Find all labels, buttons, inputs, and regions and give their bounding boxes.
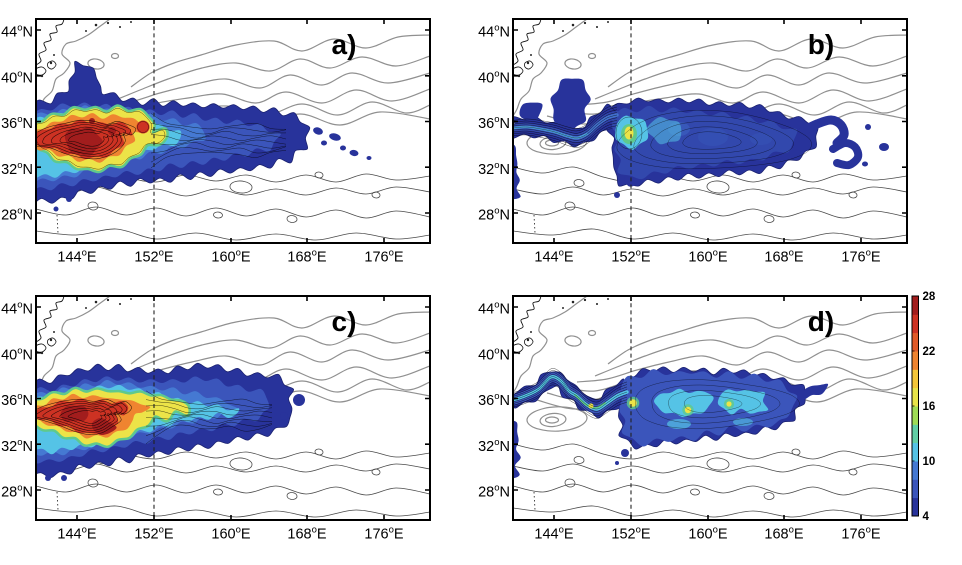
svg-text:160oE: 160oE bbox=[688, 248, 728, 266]
svg-text:44oN: 44oN bbox=[1, 300, 33, 318]
svg-text:168oE: 168oE bbox=[287, 525, 327, 543]
svg-text:28oN: 28oN bbox=[1, 206, 33, 224]
svg-text:144oE: 144oE bbox=[57, 525, 97, 543]
svg-text:176oE: 176oE bbox=[841, 525, 881, 543]
svg-text:144oE: 144oE bbox=[534, 525, 574, 543]
svg-text:22: 22 bbox=[923, 346, 936, 358]
svg-text:40oN: 40oN bbox=[478, 345, 510, 363]
svg-text:32oN: 32oN bbox=[1, 437, 33, 455]
svg-text:32oN: 32oN bbox=[478, 437, 510, 455]
svg-text:a): a) bbox=[332, 29, 357, 60]
svg-text:32oN: 32oN bbox=[1, 160, 33, 178]
svg-text:144oE: 144oE bbox=[57, 248, 97, 266]
svg-text:16: 16 bbox=[923, 401, 936, 413]
svg-text:40oN: 40oN bbox=[1, 68, 33, 86]
svg-text:144oE: 144oE bbox=[534, 248, 574, 266]
svg-text:176oE: 176oE bbox=[841, 248, 881, 266]
svg-text:40oN: 40oN bbox=[1, 345, 33, 363]
svg-text:152oE: 152oE bbox=[611, 248, 651, 266]
svg-text:28: 28 bbox=[923, 291, 936, 303]
svg-text:152oE: 152oE bbox=[134, 248, 174, 266]
svg-text:c): c) bbox=[332, 306, 357, 337]
svg-text:44oN: 44oN bbox=[478, 23, 510, 41]
svg-text:4: 4 bbox=[923, 511, 930, 523]
svg-text:d): d) bbox=[808, 306, 834, 337]
svg-text:160oE: 160oE bbox=[211, 525, 251, 543]
svg-text:28oN: 28oN bbox=[478, 483, 510, 501]
svg-text:168oE: 168oE bbox=[287, 248, 327, 266]
svg-text:152oE: 152oE bbox=[134, 525, 174, 543]
svg-text:36oN: 36oN bbox=[1, 391, 33, 409]
svg-text:168oE: 168oE bbox=[764, 248, 804, 266]
svg-text:44oN: 44oN bbox=[1, 23, 33, 41]
svg-text:40oN: 40oN bbox=[478, 68, 510, 86]
svg-text:28oN: 28oN bbox=[478, 206, 510, 224]
svg-text:b): b) bbox=[808, 29, 834, 60]
svg-text:168oE: 168oE bbox=[764, 525, 804, 543]
svg-text:10: 10 bbox=[923, 456, 936, 468]
svg-text:36oN: 36oN bbox=[1, 114, 33, 132]
svg-text:36oN: 36oN bbox=[478, 114, 510, 132]
svg-text:28oN: 28oN bbox=[1, 483, 33, 501]
svg-text:176oE: 176oE bbox=[364, 248, 404, 266]
svg-text:152oE: 152oE bbox=[611, 525, 651, 543]
svg-text:36oN: 36oN bbox=[478, 391, 510, 409]
svg-text:160oE: 160oE bbox=[688, 525, 728, 543]
svg-text:160oE: 160oE bbox=[211, 248, 251, 266]
svg-text:44oN: 44oN bbox=[478, 300, 510, 318]
svg-text:176oE: 176oE bbox=[364, 525, 404, 543]
svg-text:32oN: 32oN bbox=[478, 160, 510, 178]
